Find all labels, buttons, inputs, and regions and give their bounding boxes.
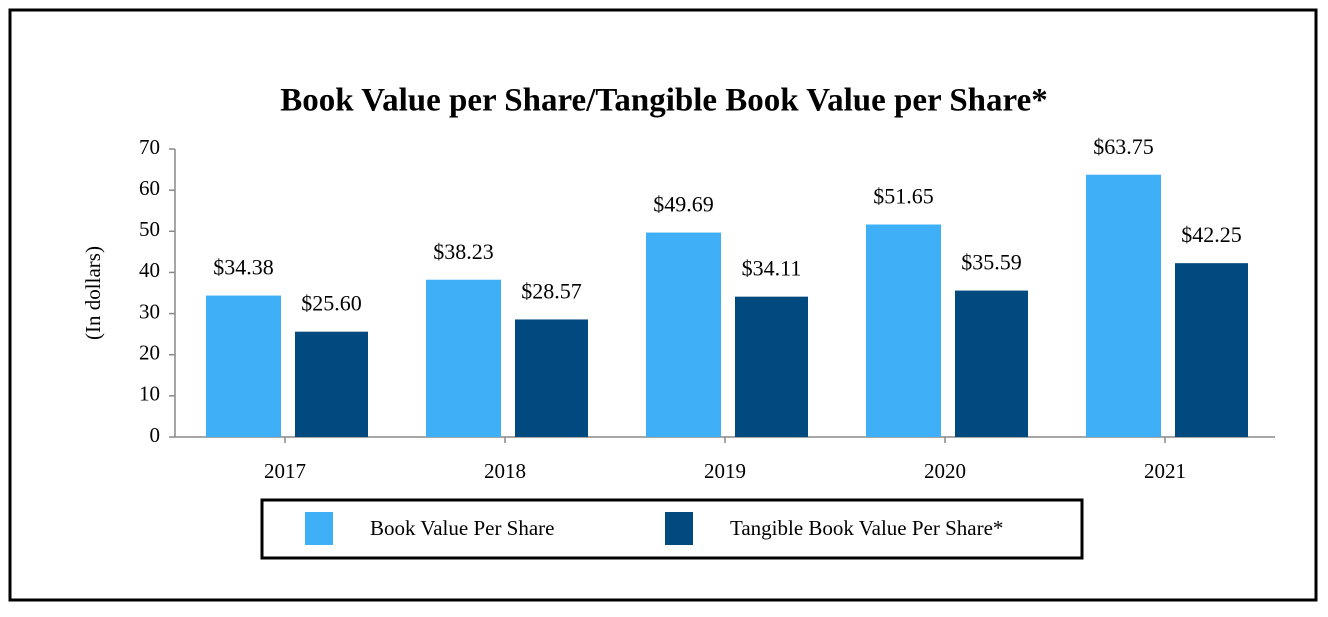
y-tick-label: 0	[150, 423, 161, 447]
y-tick-label: 50	[139, 217, 160, 241]
bar	[735, 296, 808, 437]
legend-box	[260, 498, 1084, 560]
y-tick-label: 20	[139, 341, 160, 365]
y-tick-label: 60	[139, 176, 160, 200]
bar	[206, 295, 281, 437]
value-label: $51.65	[873, 184, 934, 209]
x-tick-label: 2021	[1144, 459, 1186, 483]
value-label: $42.25	[1181, 222, 1242, 247]
value-label: $34.11	[742, 256, 802, 281]
x-tick-label: 2020	[924, 459, 966, 483]
y-tick-label: 70	[139, 135, 160, 159]
chart-border	[8, 8, 1318, 602]
value-label: $35.59	[961, 250, 1022, 275]
value-label: $38.23	[433, 239, 494, 264]
value-label: $25.60	[301, 291, 362, 316]
value-label: $63.75	[1093, 134, 1154, 159]
chart-title: Book Value per Share/Tangible Book Value…	[280, 83, 1047, 119]
bar	[646, 232, 721, 437]
value-label: $49.69	[653, 192, 714, 217]
x-tick-label: 2017	[264, 459, 306, 483]
bar	[426, 279, 501, 437]
y-axis-label: (In dollars)	[81, 246, 105, 340]
x-tick-label: 2018	[484, 459, 526, 483]
legend-label: Book Value Per Share	[370, 516, 555, 540]
y-tick-label: 10	[139, 382, 160, 406]
value-label: $34.38	[213, 255, 274, 280]
bar	[866, 224, 941, 437]
bar	[515, 319, 588, 437]
legend-swatch	[665, 512, 693, 545]
y-tick-label: 30	[139, 299, 160, 323]
bar	[955, 290, 1028, 437]
legend-swatch	[305, 512, 333, 545]
y-tick-label: 40	[139, 258, 160, 282]
bar	[1175, 263, 1248, 437]
bar	[295, 331, 368, 437]
value-label: $28.57	[521, 279, 582, 304]
bar	[1086, 174, 1161, 437]
x-tick-label: 2019	[704, 459, 746, 483]
legend-label: Tangible Book Value Per Share*	[730, 516, 1003, 540]
